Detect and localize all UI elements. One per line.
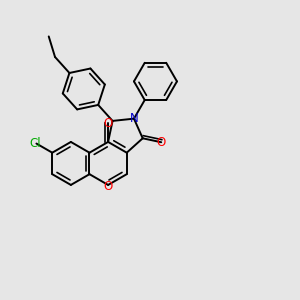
Text: O: O [103, 180, 113, 193]
Text: N: N [130, 112, 138, 125]
Text: O: O [157, 136, 166, 149]
Text: O: O [103, 116, 113, 130]
Text: Cl: Cl [29, 137, 41, 150]
